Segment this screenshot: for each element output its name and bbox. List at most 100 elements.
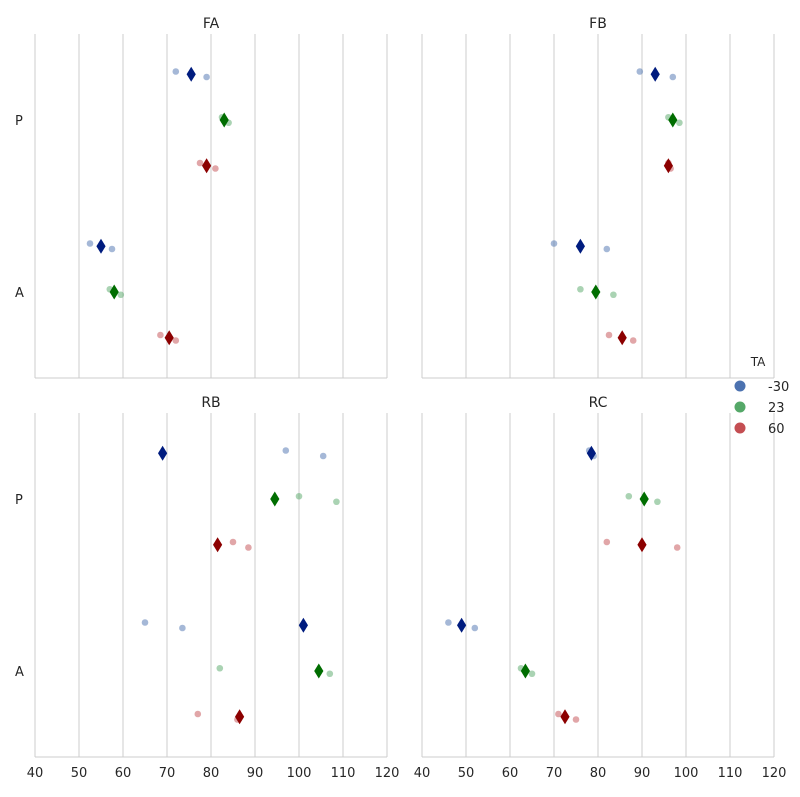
strip-point	[625, 492, 633, 500]
point-estimate-marker	[637, 537, 647, 553]
x-tick-label: 80	[203, 766, 220, 781]
point-estimate-marker	[457, 617, 467, 633]
x-tick-label: 40	[27, 766, 44, 781]
point-estimate-marker	[663, 158, 673, 174]
x-tick-label: 90	[247, 766, 264, 781]
x-tick-label: 60	[115, 766, 132, 781]
point-estimate-marker	[575, 238, 585, 254]
strip-point	[605, 331, 613, 339]
strip-point	[471, 624, 479, 632]
point-estimate-marker	[202, 158, 212, 174]
legend-swatch	[734, 380, 746, 392]
x-tick-label: 90	[634, 766, 651, 781]
strip-point	[669, 73, 677, 81]
strip-point	[196, 159, 204, 167]
strip-point	[577, 285, 584, 293]
point-estimate-marker	[639, 491, 649, 507]
point-estimate-marker	[560, 709, 570, 725]
x-tick-label: 60	[502, 766, 519, 781]
strip-point	[603, 538, 611, 546]
point-estimate-marker	[617, 330, 627, 346]
panel-title: RC	[589, 395, 608, 411]
strip-point	[673, 544, 681, 551]
strip-point	[179, 624, 186, 632]
strip-point	[295, 492, 303, 500]
legend-swatch	[734, 401, 746, 413]
y-tick-label: P	[15, 114, 23, 129]
strip-point	[550, 240, 558, 247]
x-tick-label: 120	[375, 766, 400, 781]
point-estimate-marker	[668, 112, 678, 128]
x-tick-label: 70	[546, 766, 563, 781]
legend-label: -30	[768, 380, 789, 395]
legend-label: 23	[768, 401, 785, 416]
x-tick-label: 50	[71, 766, 88, 781]
point-estimate-marker	[520, 663, 530, 679]
strip-point	[555, 710, 562, 718]
strip-point	[629, 337, 637, 344]
x-tick-label: 100	[674, 766, 699, 781]
x-tick-label: 80	[590, 766, 607, 781]
strip-point	[194, 710, 202, 718]
strip-point	[445, 619, 452, 626]
legend-swatch	[734, 422, 746, 434]
strip-point	[603, 245, 611, 253]
point-estimate-marker	[650, 66, 660, 82]
panel-title: FA	[203, 16, 220, 32]
strip-point	[172, 68, 180, 75]
strip-point	[333, 498, 340, 506]
x-tick-label: 120	[762, 766, 787, 781]
legend: TA-30 23 60	[734, 355, 789, 437]
point-estimate-marker	[270, 491, 280, 507]
strip-point	[572, 716, 580, 723]
point-estimate-marker	[186, 66, 196, 82]
point-estimate-marker	[96, 238, 106, 254]
strip-point	[676, 119, 683, 127]
point-estimate-marker	[591, 284, 601, 300]
strip-point	[108, 245, 116, 253]
strip-point	[172, 337, 180, 344]
x-tick-label: 70	[159, 766, 176, 781]
strip-point	[141, 619, 149, 626]
point-estimate-marker	[109, 284, 119, 300]
panel-fa: FA P A	[15, 16, 388, 379]
legend-title: TA	[750, 355, 766, 369]
legend-label: 60	[768, 422, 785, 437]
strip-point	[216, 664, 224, 672]
strip-point	[203, 73, 210, 81]
point-estimate-marker	[158, 445, 168, 461]
strip-point	[326, 670, 334, 678]
point-estimate-marker	[235, 709, 245, 725]
panel-title: RB	[201, 395, 220, 411]
panel-fb: FB	[421, 16, 775, 379]
panel-rb: RB P A 40 50 60 70 80 90 100 110 120	[15, 395, 399, 781]
strip-point	[229, 538, 237, 546]
strip-point	[528, 670, 536, 678]
point-estimate-marker	[586, 445, 596, 461]
y-tick-label: P	[15, 493, 23, 508]
panel-title: FB	[589, 16, 607, 32]
x-tick-label: 100	[287, 766, 312, 781]
strip-point	[212, 165, 219, 172]
strip-point	[282, 447, 290, 454]
strip-point	[117, 291, 125, 299]
x-tick-label: 110	[718, 766, 743, 781]
strip-point	[636, 68, 644, 75]
y-tick-label: A	[15, 286, 24, 301]
strip-point	[245, 544, 252, 551]
x-tick-label: 50	[458, 766, 475, 781]
x-tick-label: 110	[331, 766, 356, 781]
strip-point	[86, 240, 94, 247]
point-estimate-marker	[164, 330, 174, 346]
y-tick-label: A	[15, 665, 24, 680]
point-estimate-marker	[314, 663, 324, 679]
strip-point	[157, 331, 164, 339]
point-estimate-marker	[213, 537, 223, 553]
point-estimate-marker	[298, 617, 308, 633]
strip-point	[610, 291, 617, 299]
point-estimate-marker	[219, 112, 229, 128]
panel-rc: RC 40 50 60 70 80 90 100 110 120	[414, 395, 787, 781]
x-tick-label: 40	[414, 766, 431, 781]
strip-point	[319, 452, 327, 460]
